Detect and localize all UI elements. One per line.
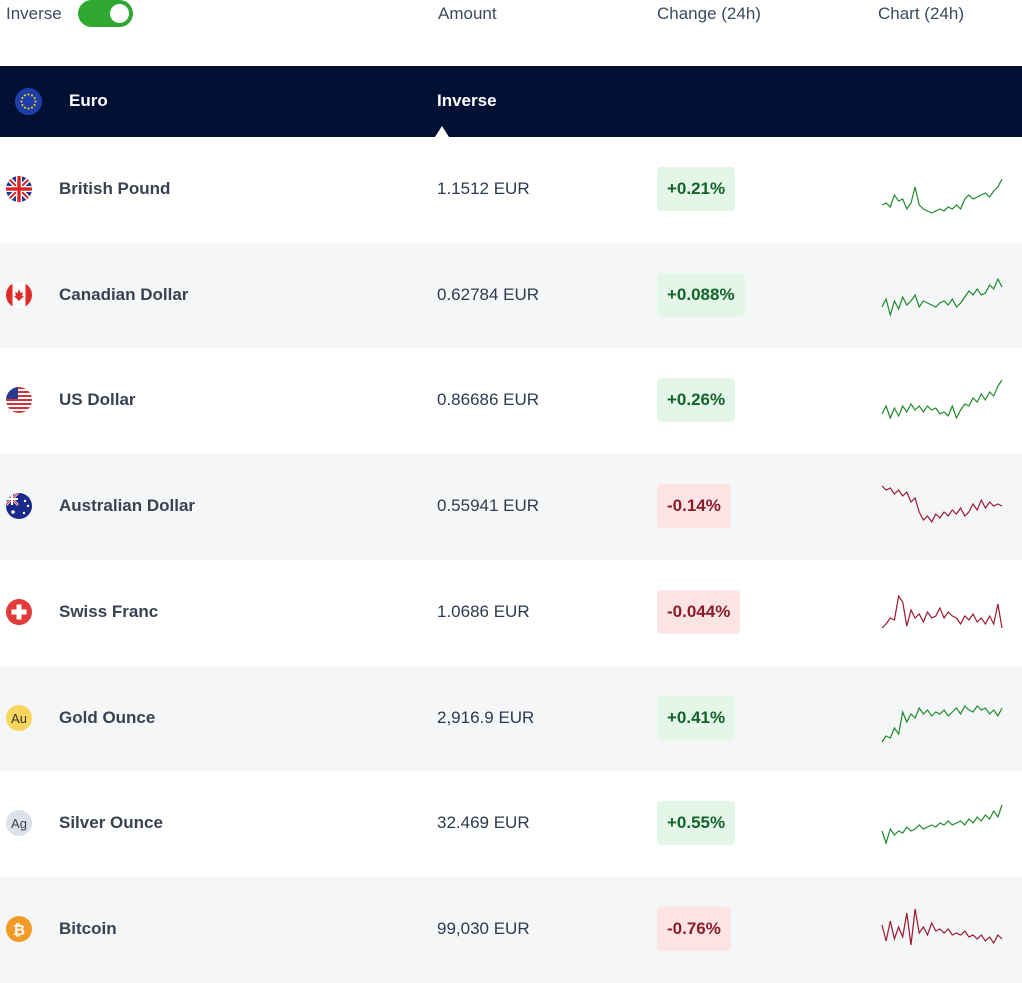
eu-flag-icon — [15, 88, 42, 115]
currency-name[interactable]: Australian Dollar — [59, 496, 196, 516]
currency-name[interactable]: US Dollar — [59, 390, 136, 410]
column-header-amount[interactable]: Amount — [438, 4, 497, 23]
currency-name[interactable]: Canadian Dollar — [59, 284, 189, 304]
currency-amount: 99,030 EUR — [437, 918, 530, 938]
inverse-label: Inverse — [6, 4, 62, 23]
sparkline-series — [881, 380, 1003, 421]
currency-amount: 0.55941 EUR — [437, 496, 540, 516]
sparkline-chart — [881, 277, 1003, 317]
currency-name[interactable]: Swiss Franc — [59, 601, 159, 621]
sparkline-chart — [881, 804, 1003, 846]
change-badge: +0.41% — [657, 695, 736, 740]
table-header-bar: Inverse Amount Change (24h) Chart (24h) — [0, 0, 1022, 66]
sparkline-series — [881, 178, 1003, 214]
currency-row[interactable]: ₿ Bitcoin 99,030 EUR -0.76% — [0, 876, 1022, 983]
sparkline-series — [881, 704, 1003, 742]
change-badge: +0.21% — [657, 167, 736, 211]
sparkline-series — [881, 908, 1003, 945]
change-badge: -0.14% — [657, 484, 731, 529]
currency-amount: 1.1512 EUR — [437, 179, 530, 198]
change-badge: +0.26% — [657, 378, 736, 423]
australia-flag-icon — [6, 493, 32, 520]
currency-row[interactable]: Ag Silver Ounce 32.469 EUR +0.55% — [0, 771, 1022, 877]
sparkline-chart — [881, 594, 1003, 629]
svg-text:Ag: Ag — [11, 816, 27, 831]
sparkline-chart — [881, 704, 1003, 742]
svg-text:Au: Au — [11, 711, 27, 726]
column-pointer — [435, 126, 449, 137]
sparkline-chart — [881, 178, 1003, 214]
currency-name[interactable]: Bitcoin — [59, 918, 117, 938]
uk-flag-icon — [6, 176, 32, 202]
change-badge: +0.088% — [657, 272, 745, 317]
currency-name[interactable]: Silver Ounce — [59, 813, 163, 833]
inverse-toggle[interactable] — [78, 0, 133, 27]
svg-text:₿: ₿ — [13, 921, 25, 939]
sparkline-chart — [881, 380, 1003, 421]
sparkline-series — [881, 485, 1003, 524]
column-header-change[interactable]: Change (24h) — [657, 4, 761, 23]
column-header-chart: Chart (24h) — [878, 4, 964, 23]
currency-row[interactable]: Australian Dollar 0.55941 EUR -0.14% — [0, 454, 1022, 560]
currency-row[interactable]: Canadian Dollar 0.62784 EUR +0.088% — [0, 242, 1022, 349]
base-currency-row[interactable]: Euro Inverse — [0, 66, 1022, 137]
silver-icon: Ag — [6, 810, 32, 837]
currency-amount: 0.62784 EUR — [437, 284, 540, 304]
bitcoin-icon: ₿ — [6, 915, 32, 942]
currency-row[interactable]: Au Gold Ounce 2,916.9 EUR +0.41% — [0, 665, 1022, 772]
change-badge: -0.76% — [657, 906, 731, 951]
currency-name[interactable]: Gold Ounce — [59, 707, 156, 727]
sparkline-series — [881, 804, 1003, 846]
sparkline-series — [881, 277, 1003, 317]
gold-icon: Au — [6, 704, 32, 731]
currency-name[interactable]: British Pound — [59, 179, 171, 198]
currency-row[interactable]: British Pound 1.1512 EUR +0.21% — [0, 137, 1022, 243]
currency-amount: 2,916.9 EUR — [437, 707, 535, 727]
switzerland-flag-icon — [6, 598, 32, 625]
toggle-knob — [110, 4, 129, 23]
change-badge: -0.044% — [657, 589, 741, 634]
sparkline-chart — [881, 485, 1003, 524]
base-mode-label: Inverse — [437, 91, 497, 110]
canada-flag-icon — [6, 281, 32, 308]
sparkline-series — [881, 594, 1003, 629]
currency-amount: 1.0686 EUR — [437, 601, 530, 621]
base-currency-name: Euro — [69, 91, 108, 110]
currency-amount: 0.86686 EUR — [437, 390, 540, 410]
currency-amount: 32.469 EUR — [437, 813, 530, 833]
currency-row[interactable]: US Dollar 0.86686 EUR +0.26% — [0, 348, 1022, 454]
us-flag-icon — [6, 387, 32, 414]
change-badge: +0.55% — [657, 801, 736, 846]
sparkline-chart — [881, 908, 1003, 945]
currency-row[interactable]: Swiss Franc 1.0686 EUR -0.044% — [0, 560, 1022, 666]
